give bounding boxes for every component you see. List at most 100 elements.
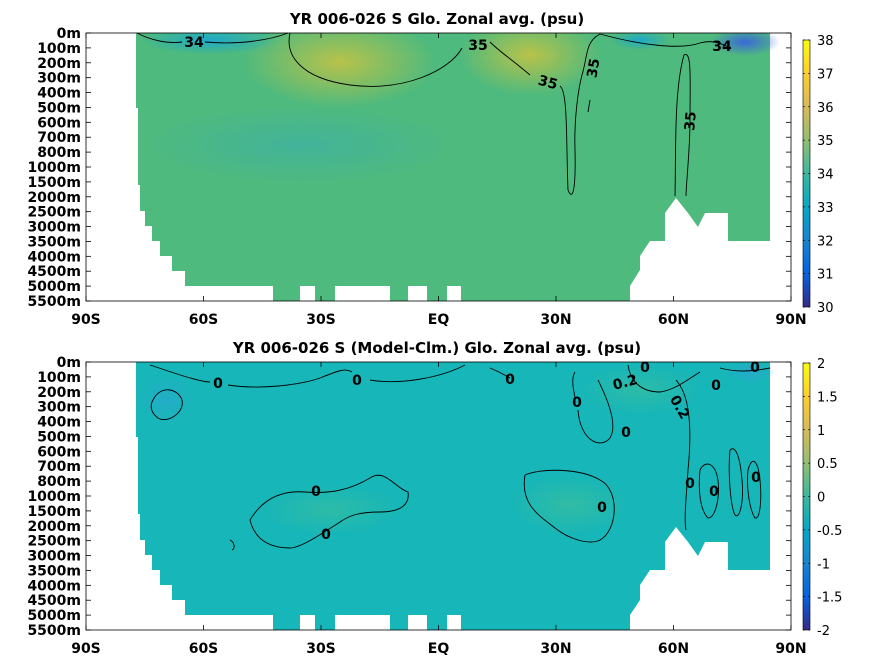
contour-label: 0	[572, 395, 582, 411]
contour-label: 0	[352, 373, 362, 389]
y-tick-label: 300m	[37, 400, 81, 416]
intermediate-water-low	[140, 105, 460, 185]
contour-label: 0	[750, 360, 760, 376]
y-tick-label: 5000m	[27, 608, 81, 624]
y-tick-label: 100m	[37, 370, 81, 386]
contour-0-loop	[150, 389, 183, 420]
y-tick-label: 1000m	[27, 160, 81, 176]
colorbar-tick-label: -1.5	[817, 591, 842, 606]
contour-label: 34	[184, 35, 204, 51]
y-tick-label: 2000m	[27, 519, 81, 535]
y-tick-label: 4500m	[27, 264, 81, 280]
contour-lines	[149, 364, 771, 551]
y-tick-label: 200m	[37, 385, 81, 401]
x-tick-label: 90S	[71, 641, 101, 656]
contour-label: 35	[682, 111, 700, 132]
y-tick-label: 2500m	[27, 205, 81, 221]
contour-35-south	[288, 32, 463, 87]
colorbar-tick-label: 38	[817, 34, 834, 49]
southern-fresh-surface	[140, 33, 280, 55]
y-tick-label: 200m	[37, 56, 81, 72]
contour-label: 0	[751, 470, 761, 486]
y-tick-label: 800m	[37, 474, 81, 490]
contour-labels: 34 35 35 35 35 34	[184, 35, 732, 131]
x-tick-label: 60S	[189, 641, 219, 656]
y-tick-label: 500m	[37, 429, 81, 445]
colorbar-tick-label: 1.5	[817, 390, 838, 405]
contour-label: 0	[685, 476, 695, 492]
x-axis: 90S 60S 30S EQ 30N 60N 90N	[71, 362, 807, 656]
y-tick-label: 3000m	[27, 220, 81, 236]
contour-label: 0	[709, 484, 719, 500]
y-tick-label: 4500m	[27, 593, 81, 609]
x-tick-label: 60N	[658, 312, 689, 328]
contour-0-arctic	[719, 367, 771, 372]
x-tick-label: 60S	[189, 312, 219, 328]
contour-0-atl	[523, 469, 615, 543]
colorbar-tick-label: 31	[817, 268, 834, 283]
chart-title: YR 006-026 S (Model-Clm.) Glo. Zonal avg…	[232, 339, 641, 357]
x-tick-label: 90N	[775, 312, 806, 328]
negative-anomaly-so	[135, 375, 195, 425]
chart-title: YR 006-026 S Glo. Zonal avg. (psu)	[289, 10, 584, 28]
x-tick-label: 30N	[540, 312, 571, 328]
x-tick-label: EQ	[428, 312, 450, 328]
y-tick-label: 5500m	[27, 623, 81, 639]
y-tick-label: 1500m	[27, 175, 81, 191]
contour-0-sh	[249, 474, 409, 549]
y-tick-label: 3500m	[27, 234, 81, 250]
colorbar-tick-label: 30	[817, 301, 834, 316]
contour-0	[489, 367, 511, 379]
y-tick-label: 800m	[37, 145, 81, 161]
colorbar-tick-label: -0.5	[817, 524, 842, 539]
colorbar-tick-label: 35	[817, 134, 834, 149]
y-tick-label: 500m	[37, 100, 81, 116]
x-tick-label: 60N	[658, 641, 689, 656]
contour-label: 0	[711, 378, 721, 394]
contour-label: 34	[712, 39, 732, 55]
contour-label: 0	[311, 484, 321, 500]
colorbar-tick-label: 33	[817, 201, 834, 216]
contour-lines	[136, 32, 731, 197]
contour-0-small	[229, 539, 235, 551]
contour-0	[572, 371, 614, 444]
contour-label: 35	[468, 38, 487, 54]
y-tick-label: 600m	[37, 444, 81, 460]
y-tick-label: 0m	[57, 26, 81, 42]
colorbar-tick-label: 1	[817, 424, 825, 439]
contour-label: 35	[536, 73, 559, 93]
y-tick-label: 3500m	[27, 563, 81, 579]
arctic-fresh-surface	[710, 33, 780, 56]
x-tick-label: 30S	[306, 312, 336, 328]
colorbar-tick-label: 32	[817, 234, 834, 249]
north-pacific-fresh	[610, 33, 670, 50]
y-tick-label: 0m	[57, 355, 81, 371]
panel-salinity-anomaly: YR 006-026 S (Model-Clm.) Glo. Zonal avg…	[27, 339, 842, 656]
contour-label: 0	[640, 360, 650, 376]
y-tick-label: 2500m	[27, 534, 81, 550]
y-tick-label: 700m	[37, 459, 81, 475]
y-axis: 0m100m200m300m400m500m600m700m800m1000m1…	[27, 26, 791, 310]
colorbar-tick-label: 0.5	[817, 457, 838, 472]
contour-0-loop2	[698, 463, 719, 519]
contour-label: 0	[621, 425, 631, 441]
y-axis: 0m100m200m300m400m500m600m700m800m1000m1…	[27, 355, 791, 639]
x-tick-label: 90N	[775, 641, 806, 656]
x-tick-label: EQ	[428, 641, 450, 656]
positive-anomaly-nh	[580, 365, 700, 415]
colorbar-tick-label: -2	[817, 624, 830, 639]
y-tick-label: 1000m	[27, 489, 81, 505]
x-tick-label: 30N	[540, 641, 571, 656]
y-tick-label: 400m	[37, 86, 81, 102]
y-tick-label: 5000m	[27, 279, 81, 295]
contour-0-loop4	[747, 460, 762, 519]
colorbar-tick-label: 2	[817, 357, 825, 372]
contour-label: 0	[213, 376, 223, 392]
contour-label: 0.2	[611, 372, 639, 394]
contour-0.2	[627, 364, 701, 393]
contour-0-loop3	[728, 448, 743, 517]
colorbar-tick-label: 0	[817, 491, 825, 506]
y-tick-label: 4000m	[27, 578, 81, 594]
contour-34-south	[136, 32, 289, 44]
